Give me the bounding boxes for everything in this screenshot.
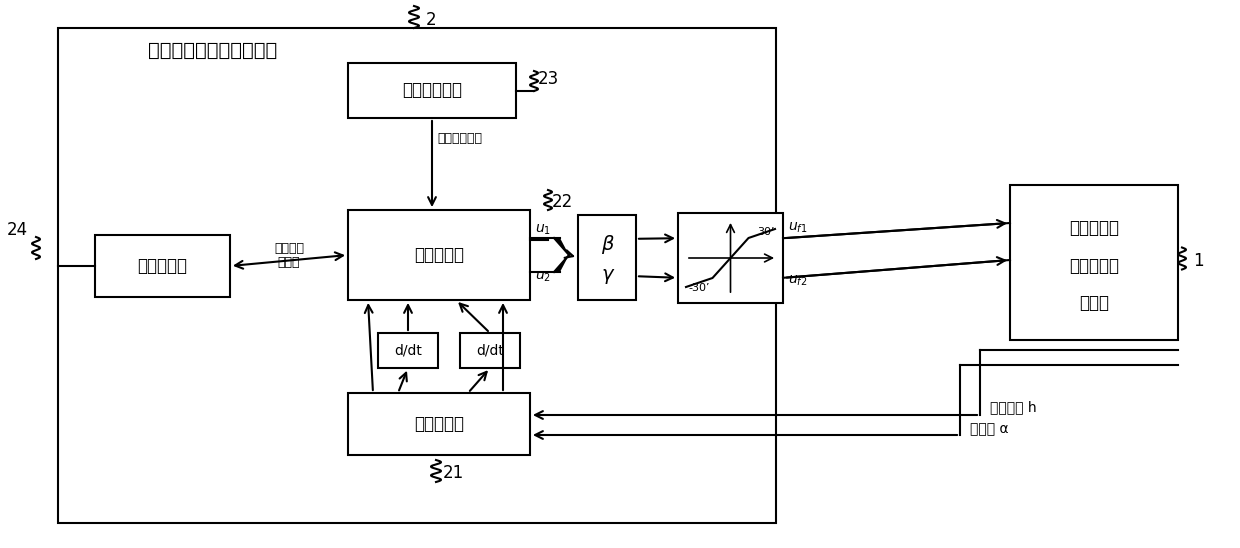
Text: -30’: -30’ [688,283,709,293]
Text: 非线性二元: 非线性二元 [1069,219,1118,237]
Text: 率参数: 率参数 [278,255,300,269]
Text: $u_{f2}$: $u_{f2}$ [787,273,807,288]
Bar [460,333,520,368]
Text: $u_2$: $u_2$ [534,270,551,284]
Text: 30’: 30’ [758,227,775,237]
Bar [348,393,529,455]
Text: 性系统: 性系统 [1079,294,1109,312]
Text: 23: 23 [537,70,559,88]
Text: $u_1$: $u_1$ [534,223,551,237]
Bar [348,210,529,300]
Polygon shape [554,255,569,272]
Bar [95,235,229,297]
Text: 1: 1 [1193,252,1203,270]
Text: 24: 24 [7,221,29,239]
Text: 滑模控制器: 滑模控制器 [414,246,464,264]
Text: 自适应控制器: 自适应控制器 [402,82,463,100]
Text: 自适应反演滑模控制装置: 自适应反演滑模控制装置 [149,41,278,60]
Text: $u_{f1}$: $u_{f1}$ [787,221,807,236]
Polygon shape [554,238,569,255]
Bar [58,28,776,523]
Text: γ: γ [601,265,613,284]
Text: 浮沉位移 h: 浮沉位移 h [990,400,1037,414]
Text: 机翅气动弹: 机翅气动弹 [1069,256,1118,275]
Text: 自适应控制律: 自适应控制律 [436,132,482,145]
Bar [378,333,438,368]
Bar [348,63,516,118]
Text: 反演控制器: 反演控制器 [138,257,187,275]
Text: 2: 2 [425,11,436,29]
Bar [1011,185,1178,340]
Text: 22: 22 [552,193,573,211]
Text: 21: 21 [443,464,464,482]
Text: d/dt: d/dt [476,344,503,357]
Text: 系统建模器: 系统建模器 [414,415,464,433]
Text: 较佳控制: 较佳控制 [274,243,304,255]
Text: 俧仰角 α: 俧仰角 α [970,422,1008,436]
Text: d/dt: d/dt [394,344,422,357]
Text: β: β [600,235,614,254]
Bar [678,213,782,303]
Bar [578,215,636,300]
